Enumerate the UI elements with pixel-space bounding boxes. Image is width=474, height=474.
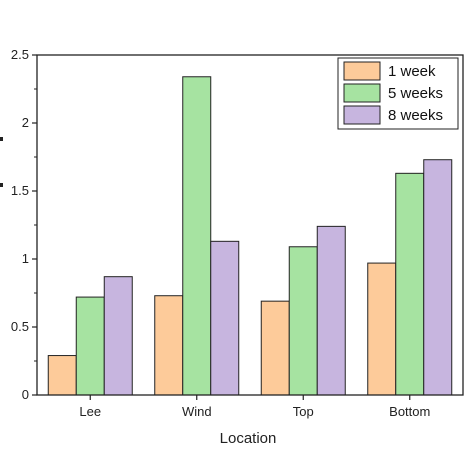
x-tick-label: Top <box>293 404 314 419</box>
x-tick-label: Lee <box>79 404 101 419</box>
bar-wind-1-week <box>154 295 184 396</box>
bar-lee-5-weeks <box>75 296 105 396</box>
legend-label: 8 weeks <box>388 107 443 124</box>
legend-swatch <box>343 61 381 81</box>
bar-bottom-5-weeks <box>395 172 425 396</box>
x-axis-title: Location <box>220 430 277 447</box>
y-tick-label: 1.5 <box>11 183 29 198</box>
x-tick-label: Wind <box>182 404 212 419</box>
bar-top-8-weeks <box>316 225 346 396</box>
legend-label: 5 weeks <box>388 85 443 102</box>
y-tick-label: 2 <box>22 115 29 130</box>
bar-wind-8-weeks <box>210 240 240 396</box>
bar-bottom-1-week <box>367 262 397 396</box>
x-tick-label: Bottom <box>389 404 430 419</box>
bar-lee-1-week <box>47 355 77 396</box>
bar-wind-5-weeks <box>182 76 212 396</box>
y-tick-label: 2.5 <box>11 47 29 62</box>
bar-top-5-weeks <box>288 246 318 396</box>
legend: 1 week 5 weeks 8 weeks <box>337 57 459 130</box>
legend-swatch <box>343 83 381 103</box>
bars-group <box>47 76 453 396</box>
y-tick-label: 0 <box>22 387 29 402</box>
bar-top-1-week <box>260 300 290 396</box>
legend-label: 1 week <box>388 63 436 80</box>
bar-lee-8-weeks <box>103 276 133 396</box>
y-tick-label: 0.5 <box>11 319 29 334</box>
y-axis: 0 0.5 1 1.5 2 2.5 <box>11 47 37 402</box>
cropped-ylabel-mark <box>0 183 3 187</box>
legend-swatch <box>343 105 381 125</box>
cropped-ylabel-mark <box>0 137 3 141</box>
bar-bottom-8-weeks <box>423 159 453 396</box>
y-tick-label: 1 <box>22 251 29 266</box>
x-axis: Lee Wind Top Bottom <box>79 395 430 419</box>
